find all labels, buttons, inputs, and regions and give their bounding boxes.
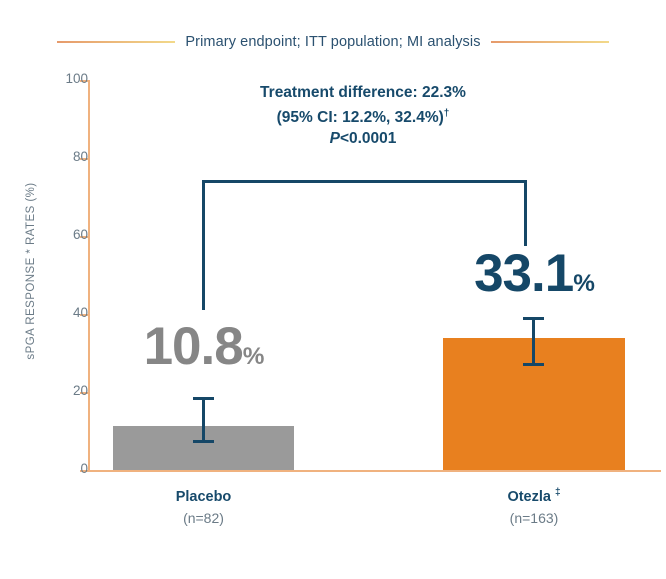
error-bar-otezla-cap-bottom xyxy=(523,363,544,366)
annotation-ci-text: (95% CI: 12.2%, 32.4%) xyxy=(276,109,444,127)
treatment-difference-annotation: Treatment difference: 22.3% (95% CI: 12.… xyxy=(183,82,543,149)
category-n-placebo: (n=82) xyxy=(183,509,224,526)
error-bar-otezla xyxy=(532,318,535,366)
error-bar-placebo-cap-top xyxy=(193,397,214,400)
category-superscript-otezla: ‡ xyxy=(554,487,561,498)
x-axis-label-placebo: Placebo (n=82) xyxy=(113,487,294,526)
annotation-line-difference: Treatment difference: 22.3% xyxy=(260,84,466,101)
y-tick-label-0: 0 xyxy=(80,461,88,476)
y-tick-label-20: 20 xyxy=(72,383,88,398)
category-name-placebo: Placebo xyxy=(113,487,294,505)
value-label-placebo: 10.8% xyxy=(113,316,294,377)
chart-title: Primary endpoint; ITT population; MI ana… xyxy=(185,34,481,50)
value-label-otezla: 33.1% xyxy=(437,243,631,304)
y-axis-title: sPGA RESPONSE * RATES (%) xyxy=(25,182,37,360)
y-tick-label-80: 80 xyxy=(72,149,88,164)
x-axis-line xyxy=(88,470,661,472)
error-bar-otezla-cap-top xyxy=(523,317,544,320)
y-tick-label-100: 100 xyxy=(65,71,88,86)
dagger-symbol: † xyxy=(443,108,450,119)
value-percent-placebo: % xyxy=(242,343,265,370)
significance-bracket-arm-right xyxy=(524,180,527,246)
value-number-otezla: 33.1 xyxy=(474,244,574,303)
y-axis-line xyxy=(88,80,90,472)
annotation-line-pvalue: P<0.0001 xyxy=(183,128,543,149)
category-n-otezla: (n=163) xyxy=(509,509,559,526)
annotation-line-ci: (95% CI: 12.2%, 32.4%)† xyxy=(183,103,543,128)
significance-bracket-top xyxy=(202,180,527,183)
chart-header: Primary endpoint; ITT population; MI ana… xyxy=(0,30,666,54)
header-rule-right xyxy=(490,41,609,43)
category-text-otezla: Otezla xyxy=(507,488,551,505)
category-text-placebo: Placebo xyxy=(175,488,232,505)
y-tick-label-60: 60 xyxy=(72,227,88,242)
category-name-otezla: Otezla ‡ xyxy=(443,487,625,505)
error-bar-placebo-cap-bottom xyxy=(193,440,214,443)
significance-bracket-arm-left xyxy=(202,180,205,310)
p-italic: P xyxy=(329,130,340,148)
error-bar-placebo xyxy=(202,398,205,443)
value-percent-otezla: % xyxy=(573,270,595,297)
y-tick-label-40: 40 xyxy=(72,305,88,320)
p-value-rest: <0.0001 xyxy=(339,130,397,148)
header-rule-left xyxy=(57,41,176,43)
value-number-placebo: 10.8 xyxy=(143,317,244,376)
x-axis-label-otezla: Otezla ‡ (n=163) xyxy=(443,487,625,526)
